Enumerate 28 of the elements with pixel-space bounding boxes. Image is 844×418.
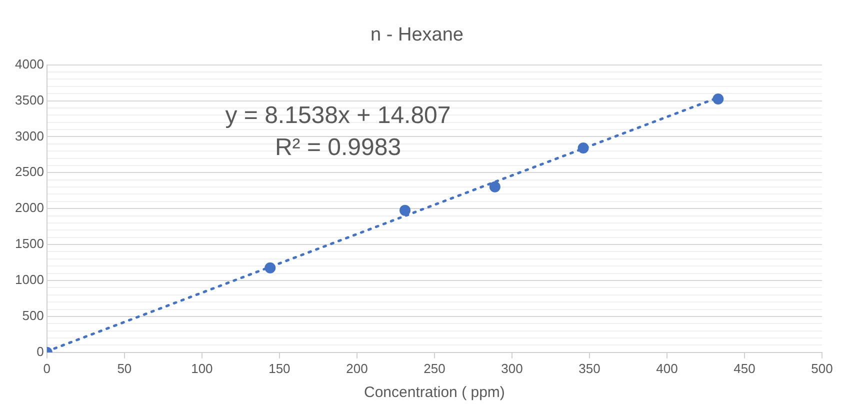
annotation: y = 8.1538x + 14.807 (224, 101, 452, 131)
x-axis-title: Concentration ( ppm) (364, 384, 505, 402)
x-tick-label: 350 (578, 360, 600, 376)
point (489, 181, 500, 192)
point (264, 262, 276, 274)
annotation: R² = 0.9983 (274, 133, 402, 163)
y-tick-label: 2500 (15, 164, 44, 180)
y-tick-label: 1500 (15, 236, 44, 252)
y-tick-label: 1000 (15, 272, 44, 288)
y-tick-label: 500 (22, 308, 44, 324)
x-tick-label: 150 (268, 360, 290, 376)
x-tick-label: 450 (734, 360, 756, 376)
y-tick-label: 3500 (15, 92, 44, 108)
point (400, 204, 411, 216)
chart-title: n - Hexane (370, 24, 464, 46)
y-tick-label: 3000 (15, 128, 44, 144)
y-tick-label: 4000 (15, 56, 44, 72)
y-tick-label: 2000 (15, 200, 44, 216)
x-tick-label: 400 (656, 360, 678, 376)
x-tick-label: 50 (117, 360, 132, 376)
y-tick-label: 0 (36, 344, 44, 359)
x-tick-label: 300 (501, 360, 523, 376)
x-tick-label: 200 (346, 360, 368, 376)
x-tick-label: 100 (191, 360, 213, 376)
point (712, 94, 724, 105)
point (578, 142, 589, 154)
x-tick-label: 500 (811, 360, 833, 376)
x-tick-label: 250 (424, 360, 446, 376)
